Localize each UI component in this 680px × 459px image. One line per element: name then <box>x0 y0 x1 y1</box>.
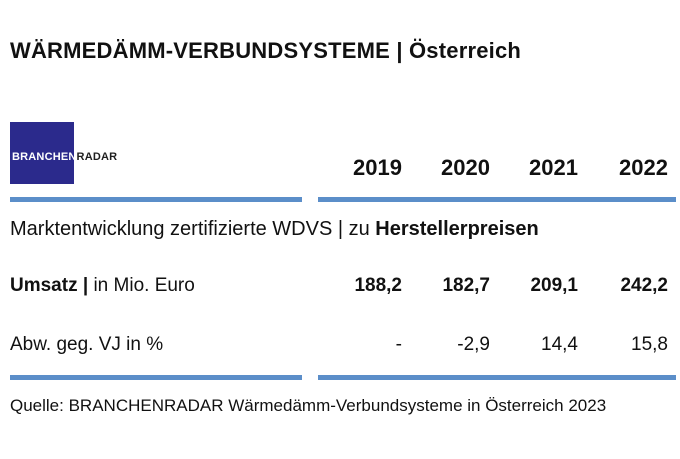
footer-divider-right <box>318 375 676 380</box>
row-label-umsatz: Umsatz | in Mio. Euro <box>10 275 195 297</box>
cell-abweichung-2022: 15,8 <box>631 334 668 355</box>
source-note: Quelle: BRANCHENRADAR Wärmedämm-Verbunds… <box>10 396 607 415</box>
page-title: WÄRMEDÄMM-VERBUNDSYSTEME | Österreich <box>10 38 522 63</box>
cell-umsatz-2021: 209,1 <box>530 275 578 296</box>
cell-abweichung-2020: -2,9 <box>457 334 490 355</box>
logo-wordmark: BRANCHENRADAR <box>12 151 117 163</box>
cell-abweichung-2019: - <box>395 334 402 355</box>
table-subtitle: Marktentwicklung zertifizierte WDVS | zu… <box>10 218 539 241</box>
logo-text-dark: RADAR <box>76 151 118 163</box>
year-header-2020: 2020 <box>441 155 490 180</box>
header-divider-left <box>10 197 302 202</box>
row-label-regular: in Mio. Euro <box>88 275 195 296</box>
branchenradar-logo <box>10 122 74 184</box>
subtitle-emphasis: Herstellerpreisen <box>375 218 539 240</box>
row-label-regular: Abw. geg. VJ in % <box>10 334 164 355</box>
cell-abweichung-2021: 14,4 <box>541 334 578 355</box>
cell-umsatz-2022: 242,2 <box>620 275 668 296</box>
year-header-2019: 2019 <box>353 155 402 180</box>
year-header-2022: 2022 <box>619 155 668 180</box>
year-header-2021: 2021 <box>529 155 578 180</box>
footer-divider-left <box>10 375 302 380</box>
header-divider-right <box>318 197 676 202</box>
cell-umsatz-2020: 182,7 <box>442 275 490 296</box>
row-label-abweichung: Abw. geg. VJ in % <box>10 334 163 356</box>
logo-text-light: BRANCHEN <box>12 151 77 163</box>
subtitle-prefix: Marktentwicklung zertifizierte WDVS | zu <box>10 218 376 240</box>
cell-umsatz-2019: 188,2 <box>354 275 402 296</box>
row-label-bold: Umsatz | <box>10 275 89 296</box>
